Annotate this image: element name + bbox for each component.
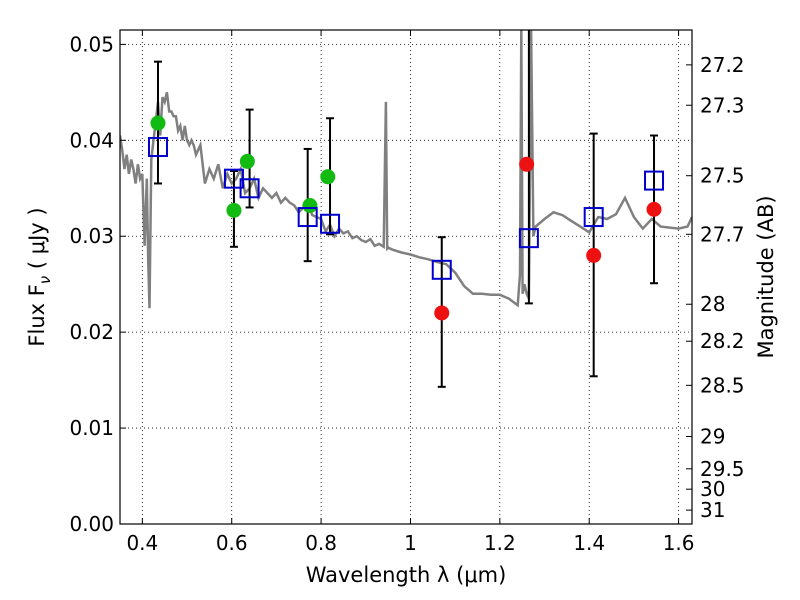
- right-axis-tick-label: 28.2: [700, 329, 745, 353]
- y-tick-label: 0.05: [69, 32, 114, 56]
- y-tick-label: 0.03: [69, 224, 114, 248]
- data-point: [519, 156, 535, 172]
- x-tick-label: 0.8: [305, 531, 337, 555]
- right-axis-tick-label: 27.3: [700, 93, 745, 117]
- right-axis-tick-label: 30: [700, 477, 725, 501]
- y-axis-label-subscript: ν: [36, 276, 54, 284]
- y-axis-label-text: Flux F: [25, 284, 49, 346]
- x-tick-label: 1.2: [484, 531, 516, 555]
- x-tick-label: 1.4: [573, 531, 605, 555]
- model-photometry-point: [147, 137, 168, 158]
- right-axis-label: Magnitude (AB): [754, 195, 778, 358]
- right-axis-tick-label: 28: [700, 292, 725, 316]
- x-tick-label: 0.6: [216, 531, 248, 555]
- right-axis-tick-label: 29.5: [700, 457, 745, 481]
- model-photometry-point: [431, 259, 452, 280]
- grid-lines: [120, 30, 692, 525]
- model-photometry-point: [239, 178, 260, 199]
- right-axis-tick-label: 31: [700, 498, 725, 522]
- x-tick-label: 0.4: [126, 531, 158, 555]
- right-axis-tick-label: 29: [700, 425, 725, 449]
- data-point: [646, 201, 662, 217]
- y-tick-label: 0.00: [69, 512, 114, 536]
- x-tick-label: 1: [404, 531, 417, 555]
- data-point: [320, 169, 336, 185]
- data-point: [302, 198, 318, 214]
- model-spectrum-line: [120, 30, 692, 309]
- y-tick-label: 0.04: [69, 128, 114, 152]
- right-axis-tick-label: 27.5: [700, 164, 745, 188]
- y-tick-label: 0.02: [69, 320, 114, 344]
- y-axis-label: Flux Fν ( μJy ): [25, 207, 54, 346]
- model-photometry-point: [518, 228, 539, 249]
- x-axis-label: Wavelength λ (μm): [306, 563, 507, 587]
- right-axis-tick-label: 27.7: [700, 222, 745, 246]
- model-photometry-point: [644, 170, 665, 191]
- model-spectrum: [120, 30, 692, 309]
- plot-frame: [119, 29, 693, 525]
- data-point: [150, 115, 166, 131]
- data-point: [586, 247, 602, 263]
- y-axis-label-unit: ( μJy ): [25, 207, 49, 275]
- model-photometry-point: [297, 207, 318, 228]
- axis-ticks: 0.4 0.6 0.8 1 1.2 1.4 1.6 0.00 0.01 0.02 0.03 0.04 0…: [69, 30, 745, 555]
- y-tick-label: 0.01: [69, 416, 114, 440]
- right-axis-tick-label: 28.5: [700, 373, 745, 397]
- data-point: [239, 153, 255, 169]
- model-photometry-point: [583, 207, 604, 228]
- data-points: [147, 115, 665, 321]
- model-photometry-point: [320, 213, 341, 234]
- right-axis-tick-label: 27.2: [700, 53, 745, 77]
- x-tick-label: 1.6: [663, 531, 695, 555]
- data-point: [226, 202, 242, 218]
- data-point: [434, 305, 450, 321]
